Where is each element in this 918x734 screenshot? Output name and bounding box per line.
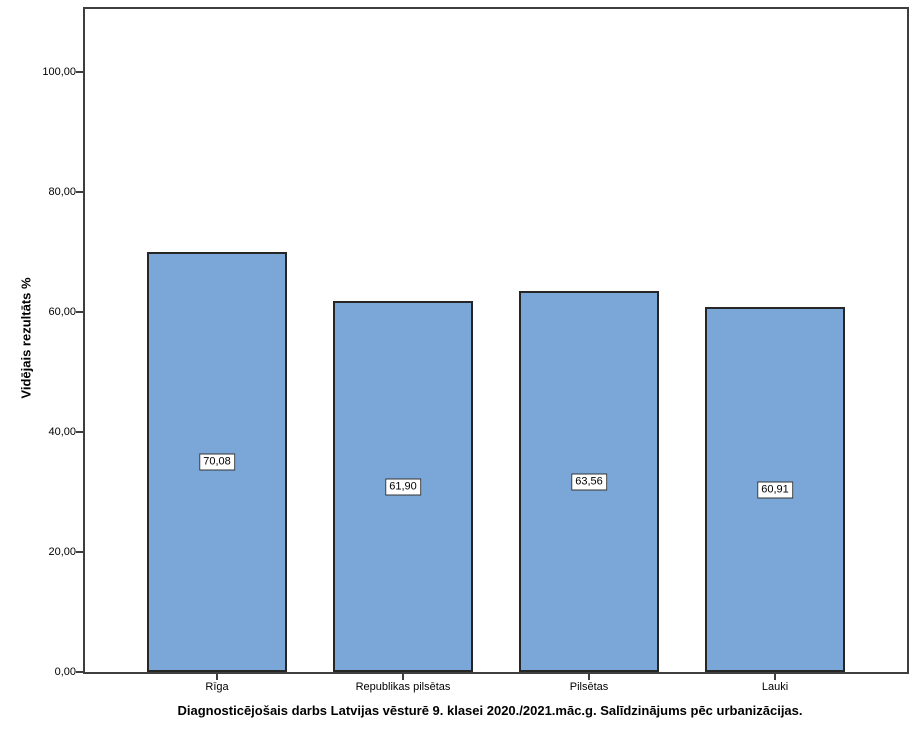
x-category-label: Pilsētas — [569, 681, 609, 693]
y-axis-title: Vidējais rezultāts % — [18, 277, 34, 399]
x-tick-mark — [402, 674, 404, 680]
y-tick-label: 60,00 — [48, 306, 76, 318]
plot-area: 70,08 61,90 63,56 60,91 — [83, 7, 909, 674]
y-tick-mark — [76, 671, 83, 673]
bar-value-label: 70,08 — [199, 453, 235, 471]
y-tick-label: 80,00 — [48, 186, 76, 198]
y-tick-mark — [76, 311, 83, 313]
x-category-label: Republikas pilsētas — [355, 681, 451, 693]
y-tick-mark — [76, 431, 83, 433]
y-tick-label: 0,00 — [54, 666, 76, 678]
y-tick-label: 40,00 — [48, 426, 76, 438]
bar-value-label: 61,90 — [385, 478, 421, 495]
chart-title: Diagnosticējošais darbs Latvijas vēsturē… — [177, 703, 803, 718]
y-tick-label: 100,00 — [42, 66, 76, 78]
x-tick-mark — [588, 674, 590, 680]
x-category-label: Lauki — [761, 681, 789, 693]
y-tick-label: 20,00 — [48, 546, 76, 558]
x-tick-mark — [774, 674, 776, 680]
x-tick-mark — [216, 674, 218, 680]
bar-value-label: 63,56 — [571, 473, 607, 490]
x-category-label: Rīga — [205, 681, 229, 693]
bar-value-label: 60,91 — [757, 481, 793, 498]
y-tick-mark — [76, 191, 83, 193]
y-tick-mark — [76, 551, 83, 553]
y-tick-mark — [76, 71, 83, 73]
